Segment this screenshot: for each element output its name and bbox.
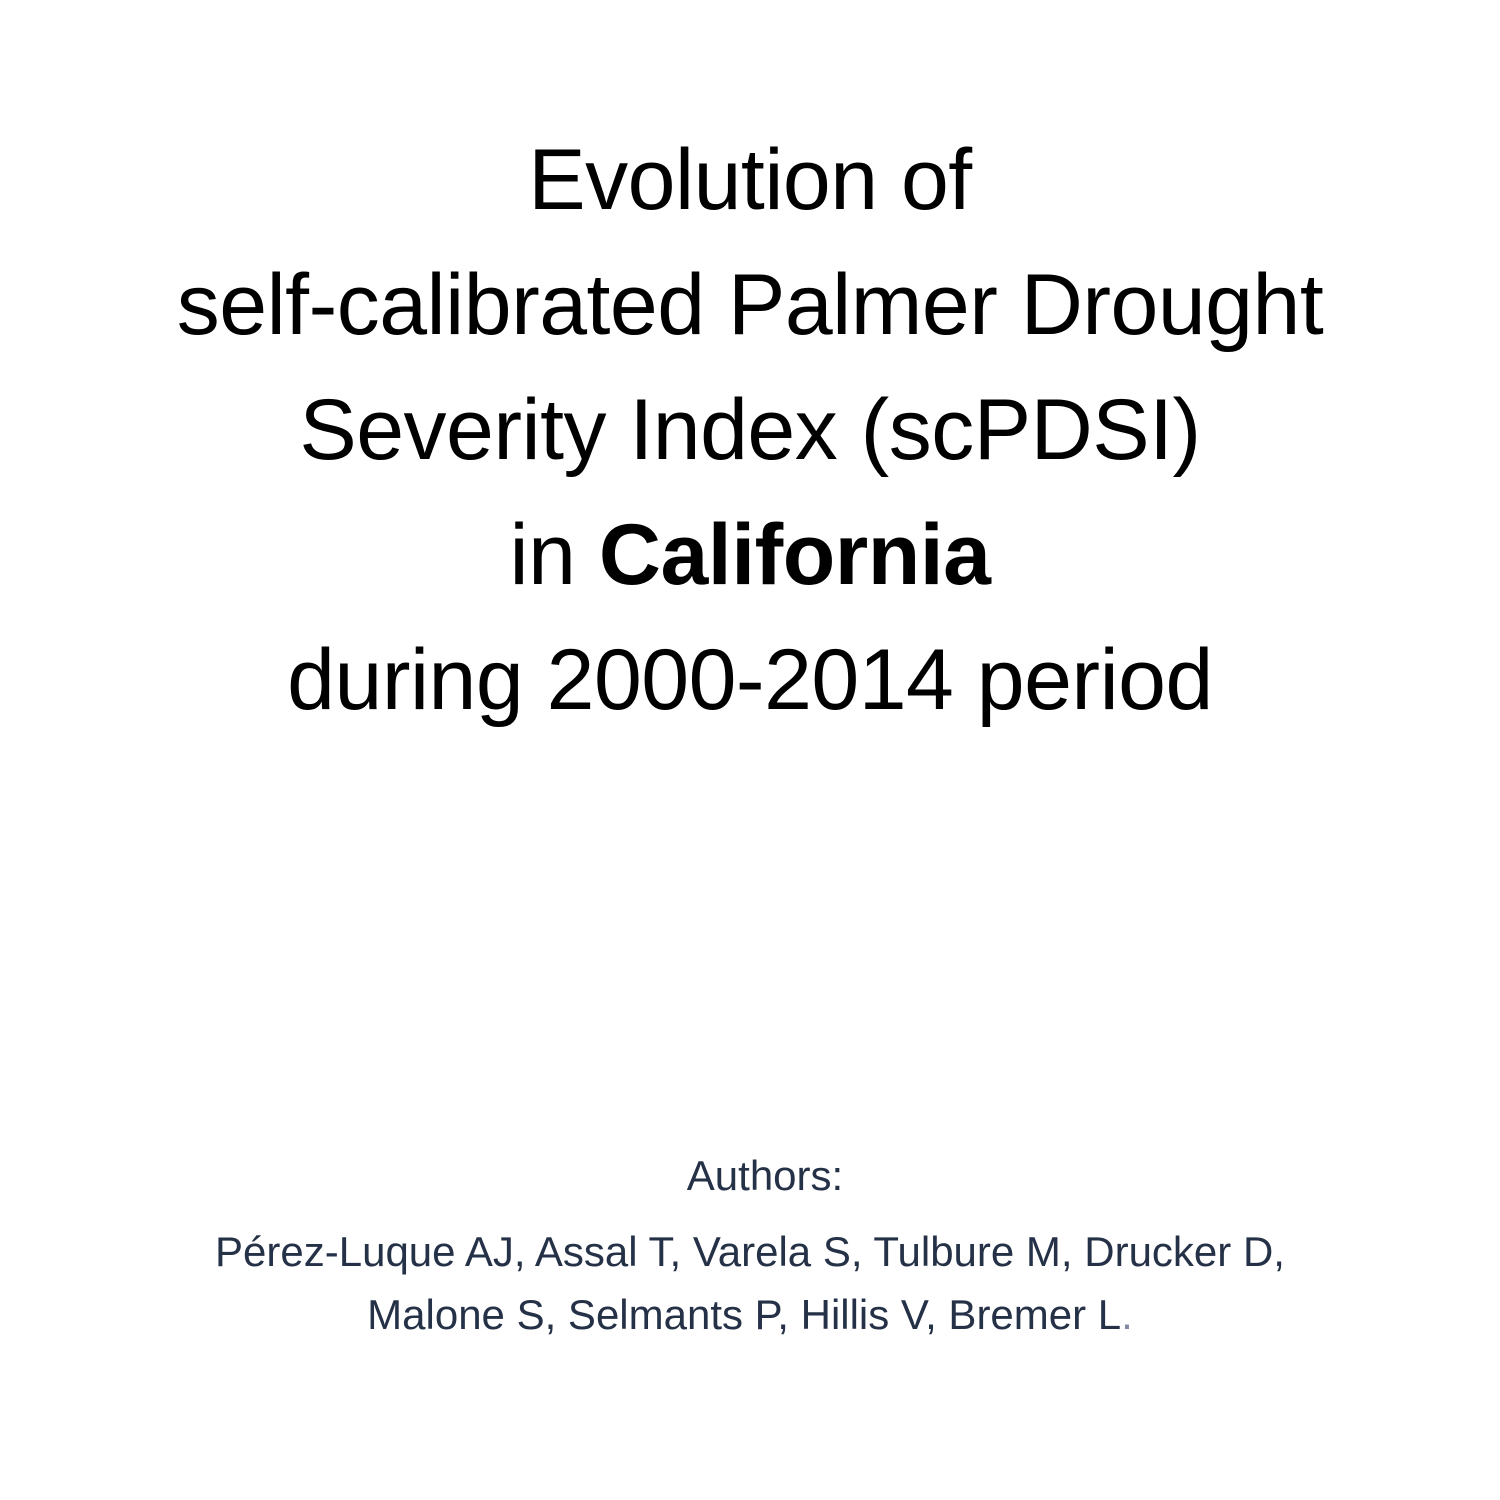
authors-section: Authors: Pérez-Luque AJ, Assal T, Varela… xyxy=(40,1148,1460,1346)
title-line-4-prefix: in xyxy=(509,507,599,603)
title-line-5: during 2000-2014 period xyxy=(287,632,1213,728)
title-line-3: Severity Index (scPDSI) xyxy=(299,382,1201,478)
title-line-2: self-calibrated Palmer Drought xyxy=(176,257,1324,353)
authors-list: Pérez-Luque AJ, Assal T, Varela S, Tulbu… xyxy=(40,1220,1460,1346)
authors-label: Authors: xyxy=(686,1152,844,1199)
slide-title: Evolution of self-calibrated Palmer Drou… xyxy=(40,118,1460,743)
authors-line-2-text: Malone S, Selmants P, Hillis V, Bremer L xyxy=(367,1291,1122,1338)
title-line-4: in California xyxy=(40,493,1460,618)
authors-line-2-end: . xyxy=(1121,1291,1133,1338)
authors-line-2: Malone S, Selmants P, Hillis V, Bremer L… xyxy=(40,1283,1460,1346)
authors-line-1: Pérez-Luque AJ, Assal T, Varela S, Tulbu… xyxy=(215,1228,1285,1275)
title-line-1: Evolution of xyxy=(528,132,972,228)
title-location: California xyxy=(598,507,991,603)
